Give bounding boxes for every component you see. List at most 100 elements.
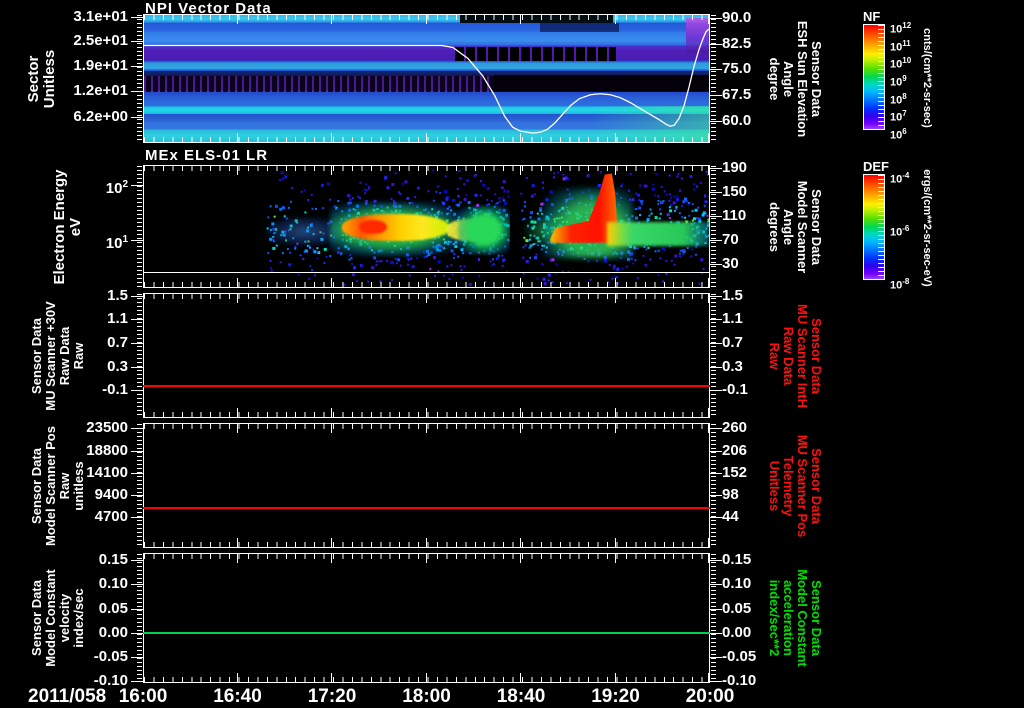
colorbar-tick-label: 106 <box>890 126 930 138</box>
x-major-tick <box>520 294 521 303</box>
y-major-tick <box>131 343 143 344</box>
y-major-tick <box>131 296 143 297</box>
x-major-tick <box>143 408 144 417</box>
y-major-tick <box>710 584 722 585</box>
y-major-tick <box>131 41 143 42</box>
x-major-tick <box>426 166 427 175</box>
y-major-tick <box>710 495 722 496</box>
colorbar-tick-label: 107 <box>890 108 930 120</box>
x-tick-label: 20:00 <box>665 686 755 708</box>
x-major-tick <box>237 673 238 682</box>
els-green-blob <box>458 206 512 254</box>
y-major-tick <box>131 473 143 474</box>
x-major-tick <box>331 166 332 175</box>
x-tick-label: 19:20 <box>571 686 661 708</box>
y-major-tick <box>131 609 143 610</box>
y-major-tick <box>131 657 143 658</box>
y-major-tick <box>710 367 722 368</box>
x-major-tick <box>520 538 521 547</box>
x-major-tick <box>426 554 427 563</box>
y-major-tick <box>710 296 722 297</box>
colorbar-def <box>863 174 885 280</box>
els-green-band <box>607 222 709 246</box>
y-major-tick <box>131 17 143 18</box>
y-minor-ticks-right <box>711 294 716 417</box>
y-major-tick <box>710 264 722 265</box>
y-major-tick <box>131 681 143 682</box>
x-major-tick <box>237 278 238 287</box>
x-major-tick <box>426 538 427 547</box>
x-major-tick <box>708 554 709 563</box>
y-major-tick <box>710 18 722 19</box>
y-major-tick <box>131 117 143 118</box>
y-major-tick <box>710 451 722 452</box>
els-hotspot <box>359 220 387 233</box>
y-major-tick <box>710 95 722 96</box>
y-major-tick <box>131 91 143 92</box>
x-tick-label: 16:40 <box>193 686 283 708</box>
panel-npi-spectrogram <box>143 14 710 143</box>
els-baseline-line <box>144 272 709 273</box>
y-major-tick <box>710 121 722 122</box>
y-major-tick <box>131 495 143 496</box>
y-major-tick <box>131 451 143 452</box>
x-major-tick <box>331 424 332 433</box>
x-major-tick <box>331 408 332 417</box>
panel2-title: MEx ELS-01 LR <box>145 147 268 164</box>
x-major-tick <box>426 294 427 303</box>
x-major-tick <box>520 554 521 563</box>
y-major-tick <box>131 66 143 67</box>
x-major-tick <box>708 673 709 682</box>
y-major-tick <box>710 560 722 561</box>
colorbar-tick-label: 10-6 <box>890 223 930 235</box>
x-major-tick <box>143 673 144 682</box>
x-major-tick <box>143 538 144 547</box>
x-major-tick <box>615 15 616 24</box>
x-major-tick <box>708 424 709 433</box>
x-major-tick <box>237 133 238 142</box>
x-tick-label: 16:00 <box>98 686 188 708</box>
x-major-tick <box>237 538 238 547</box>
x-tick-label: 17:20 <box>287 686 377 708</box>
x-major-tick <box>426 278 427 287</box>
y-minor-ticks-left <box>137 554 142 682</box>
x-major-tick <box>615 538 616 547</box>
y-major-tick <box>710 473 722 474</box>
x-major-tick <box>143 15 144 24</box>
y-major-tick <box>710 44 722 45</box>
y-major-tick <box>710 390 722 391</box>
x-major-tick <box>426 15 427 24</box>
x-major-tick <box>426 673 427 682</box>
x-major-tick <box>143 278 144 287</box>
p4-data-line <box>143 507 710 509</box>
y2-axis-label: Sensor Data Model Constant acceleration ind… <box>767 508 823 708</box>
x-major-tick <box>615 424 616 433</box>
y-major-tick <box>131 185 143 186</box>
x-major-tick <box>520 15 521 24</box>
panel-els-spectrogram <box>143 165 710 288</box>
colorbar-tick-label: 109 <box>890 73 930 85</box>
y-major-tick <box>710 609 722 610</box>
x-major-tick <box>615 294 616 303</box>
p3-data-line <box>143 385 710 387</box>
y-major-tick <box>131 428 143 429</box>
x-major-tick <box>520 408 521 417</box>
y-major-tick <box>131 390 143 391</box>
y-tick-label: 1.9e+01 <box>48 58 128 74</box>
y-major-tick <box>710 657 722 658</box>
y-major-tick <box>131 517 143 518</box>
x-major-tick <box>143 166 144 175</box>
x-major-tick <box>426 408 427 417</box>
x-major-tick <box>237 424 238 433</box>
y-major-tick <box>710 69 722 70</box>
y-major-tick <box>131 367 143 368</box>
colorbar-tick-label: 108 <box>890 91 930 103</box>
x-major-tick <box>708 133 709 142</box>
y-major-tick <box>710 319 722 320</box>
y-minor-ticks-right <box>711 554 716 682</box>
y-minor-ticks-left <box>137 15 142 142</box>
x-major-tick <box>520 133 521 142</box>
y-minor-ticks-right <box>711 424 716 547</box>
x-major-tick <box>520 424 521 433</box>
x-major-tick <box>615 408 616 417</box>
